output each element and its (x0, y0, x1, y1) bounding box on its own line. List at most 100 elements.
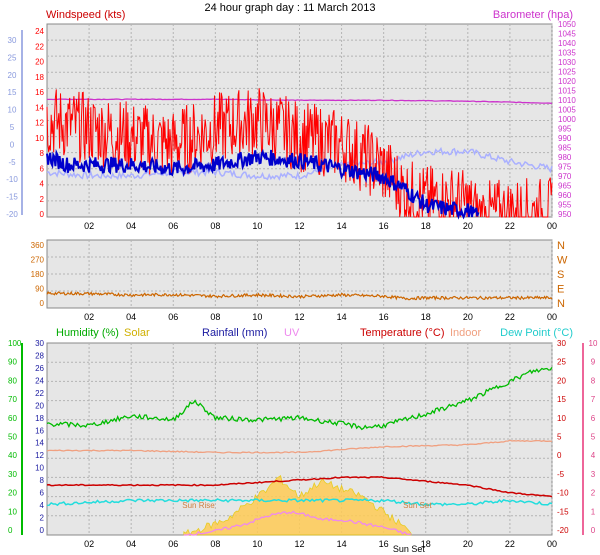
wind-series (46, 88, 553, 220)
rainfall-tick-label: 22 (35, 389, 44, 398)
x-tick-label: 02 (84, 312, 94, 322)
windspeed-tick-label: 12 (35, 119, 44, 128)
x-tick-label: 12 (294, 312, 304, 322)
humidity-tick-label: 60 (8, 414, 17, 423)
x-tick-label: 06 (168, 221, 178, 231)
temperature-axis-tick-label: 20 (557, 376, 566, 385)
temperature-tick-label: 25 (8, 53, 17, 62)
rainfall-tick-label: 14 (35, 439, 44, 448)
x-tick-label: 22 (505, 312, 515, 322)
uv-label: UV (284, 327, 300, 339)
x-tick-label: 20 (463, 221, 473, 231)
uv-tick-label: 5 (591, 433, 596, 442)
x-tick-label: 04 (126, 312, 136, 322)
uv-tick-label: 1 (591, 507, 596, 516)
x-tick-label: 20 (463, 539, 473, 549)
humidity-tick-label: 70 (8, 395, 17, 404)
temperature-axis-tick-label: -20 (557, 526, 569, 535)
barometer-tick-label: 1015 (558, 87, 576, 96)
x-tick-label: 18 (421, 539, 431, 549)
temperature-tick-label: -10 (6, 175, 18, 184)
x-tick-label: 02 (84, 221, 94, 231)
windspeed-tick-label: 14 (35, 103, 44, 112)
windspeed-tick-label: 20 (35, 58, 44, 67)
uv-tick-label: 4 (591, 451, 596, 460)
x-tick-label: 14 (337, 539, 347, 549)
weather-series: Sun Rise Sun Set (46, 366, 553, 536)
barometer-tick-label: 980 (558, 153, 572, 162)
barometer-tick-label: 1005 (558, 106, 576, 115)
x-tick-label: 14 (337, 312, 347, 322)
rainfall-tick-label: 16 (35, 426, 44, 435)
rainfall-tick-label: 4 (40, 501, 45, 510)
barometer-tick-label: 990 (558, 134, 572, 143)
barometer-tick-label: 975 (558, 163, 572, 172)
uv-tick-label: 0 (591, 526, 596, 535)
barometer-tick-label: 955 (558, 201, 572, 210)
temperature-axis-tick-label: -10 (557, 489, 569, 498)
barometer-tick-label: 1030 (558, 58, 576, 67)
barometer-tick-label: 965 (558, 182, 572, 191)
temperature-axis-tick-label: 0 (557, 451, 562, 460)
uv-tick-label: 9 (591, 358, 596, 367)
barometer-tick-label: 995 (558, 125, 572, 134)
barometer-tick-label: 1010 (558, 96, 576, 105)
x-tick-label: 10 (252, 312, 262, 322)
x-tick-label: 22 (505, 221, 515, 231)
compass-tick-label: N (557, 240, 565, 252)
rainfall-tick-label: 10 (35, 464, 44, 473)
humidity-tick-label: 20 (8, 489, 17, 498)
barometer-label: Barometer (hpa) (493, 9, 573, 21)
solar-label: Solar (124, 327, 150, 339)
x-tick-label: 02 (84, 539, 94, 549)
temperature-tick-label: 30 (8, 36, 17, 45)
humidity-tick-label: 90 (8, 358, 17, 367)
temperature-tick-label: 10 (8, 106, 17, 115)
uv-tick-label: 7 (591, 395, 596, 404)
windspeed-tick-label: 6 (40, 164, 45, 173)
x-tick-label: 16 (379, 539, 389, 549)
temperature-axis-tick-label: -5 (557, 470, 565, 479)
compass-tick-label: S (557, 269, 564, 281)
humidity-tick-label: 100 (8, 339, 22, 348)
dewpoint-label: Dew Point (°C) (500, 327, 573, 339)
x-tick-label: 10 (252, 539, 262, 549)
rainfall-tick-label: 20 (35, 401, 44, 410)
temperature-axis-tick-label: 5 (557, 433, 562, 442)
x-tick-label: 06 (168, 312, 178, 322)
series-uv-line (183, 510, 412, 536)
humidity-tick-label: 10 (8, 507, 17, 516)
rainfall-tick-label: 18 (35, 414, 44, 423)
windspeed-tick-label: 10 (35, 134, 44, 143)
barometer-tick-label: 960 (558, 191, 572, 200)
series-solar-area (183, 475, 412, 536)
rainfall-label: Rainfall (mm) (202, 327, 267, 339)
compass-tick-label: N (557, 298, 565, 310)
x-tick-label: 16 (379, 312, 389, 322)
direction-tick-label: 0 (40, 299, 45, 308)
windspeed-tick-label: 2 (40, 195, 45, 204)
temperature-axis-tick-label: 30 (557, 339, 566, 348)
temperature-axis-tick-label: -15 (557, 507, 569, 516)
barometer-tick-label: 1040 (558, 39, 576, 48)
x-tick-label: 08 (210, 312, 220, 322)
series-barometer-line (47, 98, 553, 105)
windspeed-tick-label: 16 (35, 88, 44, 97)
humidity-tick-label: 80 (8, 376, 17, 385)
series-direction-line (46, 290, 553, 301)
temperature-tick-label: -20 (6, 210, 18, 219)
x-tick-label: 10 (252, 221, 262, 231)
rainfall-tick-label: 0 (40, 526, 45, 535)
x-tick-label: 06 (168, 539, 178, 549)
x-tick-label: 16 (379, 221, 389, 231)
rainfall-tick-label: 26 (35, 364, 44, 373)
rainfall-tick-label: 12 (35, 451, 44, 460)
compass-tick-label: W (557, 255, 568, 267)
uv-tick-label: 3 (591, 470, 596, 479)
uv-tick-label: 2 (591, 489, 596, 498)
barometer-tick-label: 1020 (558, 77, 576, 86)
series-indoor-line (46, 439, 553, 454)
temperature-axis-tick-label: 10 (557, 414, 566, 423)
humidity-tick-label: 0 (8, 526, 13, 535)
